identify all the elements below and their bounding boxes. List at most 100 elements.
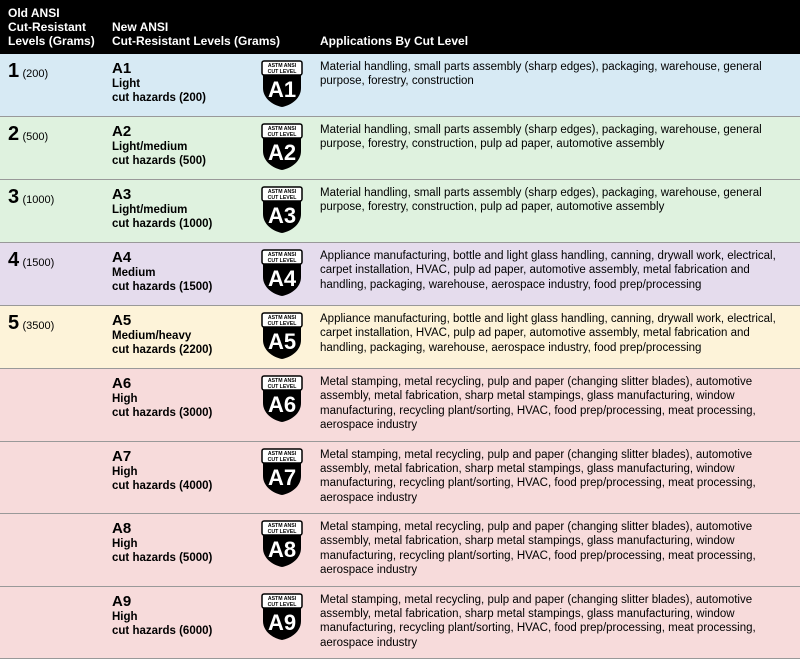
applications-text: Appliance manufacturing, bottle and ligh… — [320, 249, 794, 292]
old-level-grams: (500) — [22, 131, 48, 143]
new-ansi-cell: A1Lightcut hazards (200) ASTM ANSI CUT L… — [104, 54, 312, 117]
table-row: 5 (3500)A5Medium/heavycut hazards (2200)… — [0, 306, 800, 369]
new-ansi-cell: A9Highcut hazards (6000) ASTM ANSI CUT L… — [104, 586, 312, 659]
new-ansi-cell: A7Highcut hazards (4000) ASTM ANSI CUT L… — [104, 441, 312, 514]
new-level-code: A2 — [112, 123, 252, 140]
old-ansi-cell: 1 (200) — [0, 54, 104, 117]
old-ansi-cell — [0, 369, 104, 442]
ansi-shield-icon: ASTM ANSI CUT LEVEL A6 — [258, 375, 306, 423]
svg-text:CUT LEVEL: CUT LEVEL — [268, 602, 298, 608]
old-level-number: 5 — [8, 312, 19, 335]
ansi-shield-icon: ASTM ANSI CUT LEVEL A2 — [258, 123, 306, 171]
svg-text:CUT LEVEL: CUT LEVEL — [268, 384, 298, 390]
applications-text: Material handling, small parts assembly … — [320, 123, 794, 152]
svg-text:A7: A7 — [268, 465, 296, 490]
new-hazard-label: Light — [112, 77, 252, 91]
new-level-code: A8 — [112, 520, 252, 537]
svg-text:CUT LEVEL: CUT LEVEL — [268, 258, 298, 264]
svg-text:CUT LEVEL: CUT LEVEL — [268, 69, 298, 75]
applications-text: Metal stamping, metal recycling, pulp an… — [320, 375, 794, 433]
applications-cell: Appliance manufacturing, bottle and ligh… — [312, 306, 800, 369]
table-row: A7Highcut hazards (4000) ASTM ANSI CUT L… — [0, 441, 800, 514]
old-level-number: 2 — [8, 123, 19, 146]
new-level-code: A3 — [112, 186, 252, 203]
svg-text:A5: A5 — [268, 329, 296, 354]
new-hazard-label: Light/medium — [112, 140, 252, 154]
applications-cell: Material handling, small parts assembly … — [312, 180, 800, 243]
svg-text:A3: A3 — [268, 203, 296, 228]
table-row: 2 (500)A2Light/mediumcut hazards (500) A… — [0, 117, 800, 180]
header-old-ansi: Old ANSICut-ResistantLevels (Grams) — [0, 0, 104, 54]
new-hazard-grams: cut hazards (3000) — [112, 406, 252, 420]
new-hazard-grams: cut hazards (500) — [112, 154, 252, 168]
table-row: A8Highcut hazards (5000) ASTM ANSI CUT L… — [0, 514, 800, 587]
ansi-cut-level-table: Old ANSICut-ResistantLevels (Grams) New … — [0, 0, 800, 659]
old-level-grams: (200) — [22, 68, 48, 80]
svg-text:CUT LEVEL: CUT LEVEL — [268, 529, 298, 535]
new-hazard-grams: cut hazards (2200) — [112, 343, 252, 357]
applications-text: Material handling, small parts assembly … — [320, 186, 794, 215]
new-hazard-label: High — [112, 537, 252, 551]
old-ansi-cell: 4 (1500) — [0, 243, 104, 306]
new-hazard-label: Medium/heavy — [112, 329, 252, 343]
svg-text:CUT LEVEL: CUT LEVEL — [268, 321, 298, 327]
applications-text: Metal stamping, metal recycling, pulp an… — [320, 593, 794, 651]
table-row: A9Highcut hazards (6000) ASTM ANSI CUT L… — [0, 586, 800, 659]
svg-text:A2: A2 — [268, 140, 296, 165]
new-ansi-cell: A3Light/mediumcut hazards (1000) ASTM AN… — [104, 180, 312, 243]
new-hazard-grams: cut hazards (5000) — [112, 551, 252, 565]
new-hazard-grams: cut hazards (1500) — [112, 280, 252, 294]
svg-text:CUT LEVEL: CUT LEVEL — [268, 195, 298, 201]
new-hazard-label: High — [112, 465, 252, 479]
svg-text:A1: A1 — [268, 77, 296, 102]
new-hazard-grams: cut hazards (1000) — [112, 217, 252, 231]
applications-cell: Material handling, small parts assembly … — [312, 117, 800, 180]
new-level-code: A6 — [112, 375, 252, 392]
new-level-code: A4 — [112, 249, 252, 266]
old-level-number: 3 — [8, 186, 19, 209]
new-level-code: A9 — [112, 593, 252, 610]
table-row: A6Highcut hazards (3000) ASTM ANSI CUT L… — [0, 369, 800, 442]
old-level-grams: (3500) — [22, 320, 54, 332]
new-ansi-cell: A2Light/mediumcut hazards (500) ASTM ANS… — [104, 117, 312, 180]
old-level-grams: (1000) — [22, 194, 54, 206]
new-level-code: A7 — [112, 448, 252, 465]
header-new-ansi: New ANSICut-Resistant Levels (Grams) — [104, 0, 312, 54]
applications-cell: Metal stamping, metal recycling, pulp an… — [312, 369, 800, 442]
new-ansi-cell: A8Highcut hazards (5000) ASTM ANSI CUT L… — [104, 514, 312, 587]
new-ansi-cell: A4Mediumcut hazards (1500) ASTM ANSI CUT… — [104, 243, 312, 306]
new-hazard-label: Medium — [112, 266, 252, 280]
new-hazard-grams: cut hazards (4000) — [112, 479, 252, 493]
old-ansi-cell — [0, 586, 104, 659]
ansi-shield-icon: ASTM ANSI CUT LEVEL A7 — [258, 448, 306, 496]
ansi-shield-icon: ASTM ANSI CUT LEVEL A8 — [258, 520, 306, 568]
applications-cell: Material handling, small parts assembly … — [312, 54, 800, 117]
applications-cell: Metal stamping, metal recycling, pulp an… — [312, 441, 800, 514]
svg-text:A9: A9 — [268, 610, 296, 635]
applications-text: Material handling, small parts assembly … — [320, 60, 794, 89]
old-ansi-cell: 2 (500) — [0, 117, 104, 180]
new-hazard-grams: cut hazards (200) — [112, 91, 252, 105]
new-hazard-label: High — [112, 610, 252, 624]
table-row: 1 (200)A1Lightcut hazards (200) ASTM ANS… — [0, 54, 800, 117]
new-level-code: A5 — [112, 312, 252, 329]
ansi-shield-icon: ASTM ANSI CUT LEVEL A1 — [258, 60, 306, 108]
applications-cell: Metal stamping, metal recycling, pulp an… — [312, 586, 800, 659]
applications-text: Metal stamping, metal recycling, pulp an… — [320, 520, 794, 578]
table-header-row: Old ANSICut-ResistantLevels (Grams) New … — [0, 0, 800, 54]
old-level-number: 1 — [8, 60, 19, 83]
new-hazard-label: High — [112, 392, 252, 406]
svg-text:CUT LEVEL: CUT LEVEL — [268, 132, 298, 138]
svg-text:A6: A6 — [268, 392, 296, 417]
old-ansi-cell: 3 (1000) — [0, 180, 104, 243]
applications-cell: Metal stamping, metal recycling, pulp an… — [312, 514, 800, 587]
new-level-code: A1 — [112, 60, 252, 77]
ansi-shield-icon: ASTM ANSI CUT LEVEL A5 — [258, 312, 306, 360]
header-applications: Applications By Cut Level — [312, 0, 800, 54]
ansi-shield-icon: ASTM ANSI CUT LEVEL A3 — [258, 186, 306, 234]
ansi-shield-icon: ASTM ANSI CUT LEVEL A4 — [258, 249, 306, 297]
ansi-shield-icon: ASTM ANSI CUT LEVEL A9 — [258, 593, 306, 641]
applications-text: Appliance manufacturing, bottle and ligh… — [320, 312, 794, 355]
applications-cell: Appliance manufacturing, bottle and ligh… — [312, 243, 800, 306]
new-hazard-grams: cut hazards (6000) — [112, 624, 252, 638]
